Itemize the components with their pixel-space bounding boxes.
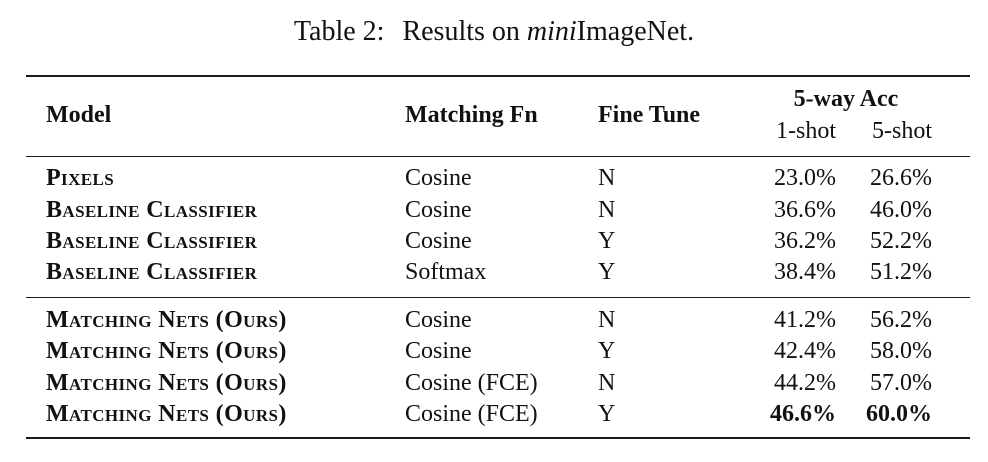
acc-5-shot: 58.0% <box>870 338 932 364</box>
acc-1-shot-best: 46.6% <box>770 401 836 427</box>
acc-5-shot: 46.0% <box>870 197 932 223</box>
acc-5-shot: 52.2% <box>870 228 932 254</box>
group-separator-rule <box>26 297 970 298</box>
fine-tune: Y <box>598 228 616 254</box>
fine-tune: Y <box>598 401 616 427</box>
header-5way-acc: 5-way Acc <box>793 86 899 112</box>
header-fine-tune: Fine Tune <box>598 102 701 128</box>
header-matching-fn: Matching Fn <box>405 102 538 128</box>
acc-1-shot: 41.2% <box>774 307 836 333</box>
table-caption: Table 2: Results on miniImageNet. <box>0 14 988 50</box>
fine-tune: N <box>598 307 616 333</box>
acc-5-shot: 56.2% <box>870 307 932 333</box>
acc-1-shot: 44.2% <box>774 370 836 396</box>
header-5-shot: 5-shot <box>872 118 932 144</box>
caption-prefix: Results on <box>402 16 527 47</box>
acc-5-shot: 51.2% <box>870 259 932 285</box>
matching-fn: Cosine <box>405 165 472 191</box>
fine-tune: N <box>598 370 616 396</box>
model-name: Matching Nets (Ours) <box>46 370 287 396</box>
matching-fn: Cosine <box>405 307 472 333</box>
model-name: Matching Nets (Ours) <box>46 401 287 427</box>
model-name: Baseline Classifier <box>46 228 258 254</box>
matching-fn: Softmax <box>405 259 487 285</box>
acc-5-shot: 57.0% <box>870 370 932 396</box>
acc-1-shot: 36.6% <box>774 197 836 223</box>
matching-fn: Cosine (FCE) <box>405 370 538 396</box>
matching-fn: Cosine <box>405 338 472 364</box>
model-name: Pixels <box>46 165 115 191</box>
fine-tune: Y <box>598 338 616 364</box>
model-name: Matching Nets (Ours) <box>46 307 287 333</box>
model-name: Baseline Classifier <box>46 197 258 223</box>
acc-5-shot-best: 60.0% <box>866 401 932 427</box>
caption-label: Table 2: <box>293 16 385 47</box>
matching-fn: Cosine <box>405 228 472 254</box>
acc-1-shot: 36.2% <box>774 228 836 254</box>
header-model: Model <box>46 102 112 128</box>
caption-suffix: ImageNet. <box>576 16 695 47</box>
acc-1-shot: 42.4% <box>774 338 836 364</box>
matching-fn: Cosine (FCE) <box>405 401 538 427</box>
header-rule <box>26 156 970 157</box>
caption-emphasis: mini <box>526 16 577 47</box>
fine-tune: Y <box>598 259 616 285</box>
matching-fn: Cosine <box>405 197 472 223</box>
fine-tune: N <box>598 165 616 191</box>
acc-1-shot: 23.0% <box>774 165 836 191</box>
bottom-rule <box>26 437 970 439</box>
acc-1-shot: 38.4% <box>774 259 836 285</box>
model-name: Matching Nets (Ours) <box>46 338 287 364</box>
top-rule <box>26 75 970 77</box>
fine-tune: N <box>598 197 616 223</box>
header-1-shot: 1-shot <box>776 118 836 144</box>
acc-5-shot: 26.6% <box>870 165 932 191</box>
model-name: Baseline Classifier <box>46 259 258 285</box>
